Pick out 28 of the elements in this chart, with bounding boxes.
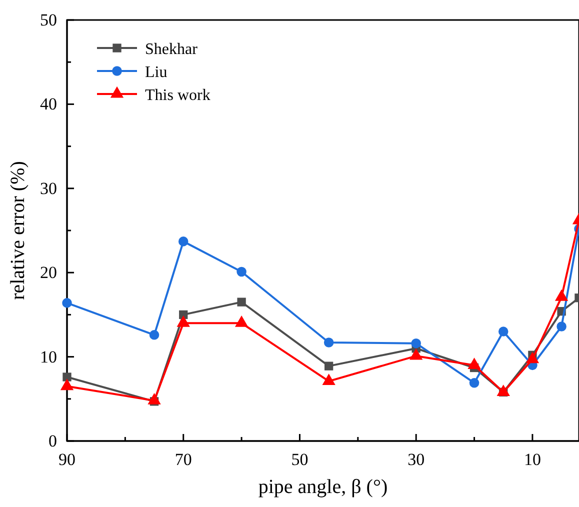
point [237, 298, 246, 306]
y-tick-label: 40 [40, 94, 57, 114]
point [62, 298, 72, 308]
point [556, 322, 566, 332]
legend-label: This work [145, 87, 210, 104]
point [324, 362, 334, 370]
point [469, 378, 480, 388]
x-tick-label: 50 [291, 450, 308, 470]
y-tick-label: 50 [40, 10, 57, 30]
point [411, 338, 421, 348]
point [178, 236, 188, 246]
legend-label: Shekhar [145, 41, 198, 58]
x-axis-title: pipe angle, β (°) [258, 476, 388, 498]
point [324, 338, 334, 348]
point [149, 330, 160, 340]
point [498, 326, 508, 336]
y-tick-label: 30 [40, 178, 57, 198]
x-tick-label: 70 [174, 450, 192, 470]
x-tick-label: 90 [58, 450, 76, 470]
y-tick-label: 20 [40, 263, 57, 282]
y-tick-label: 10 [40, 347, 57, 366]
x-tick-label: 10 [524, 450, 541, 470]
point [236, 266, 246, 277]
y-axis-title: relative error (%) [7, 161, 29, 300]
x-tick-label: 30 [408, 450, 425, 470]
y-tick-label: 0 [48, 431, 57, 450]
point [62, 372, 72, 382]
legend-label: Liu [145, 64, 168, 81]
